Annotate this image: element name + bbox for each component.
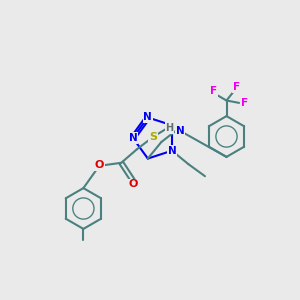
Text: F: F (233, 82, 240, 92)
Text: H: H (165, 123, 173, 133)
Text: N: N (168, 146, 176, 156)
Text: N: N (128, 133, 137, 143)
Text: O: O (95, 160, 104, 170)
Text: O: O (129, 179, 138, 189)
Text: N: N (143, 112, 152, 122)
Text: F: F (241, 98, 248, 108)
Text: S: S (149, 132, 158, 142)
Text: N: N (176, 126, 184, 136)
Text: F: F (210, 86, 217, 96)
